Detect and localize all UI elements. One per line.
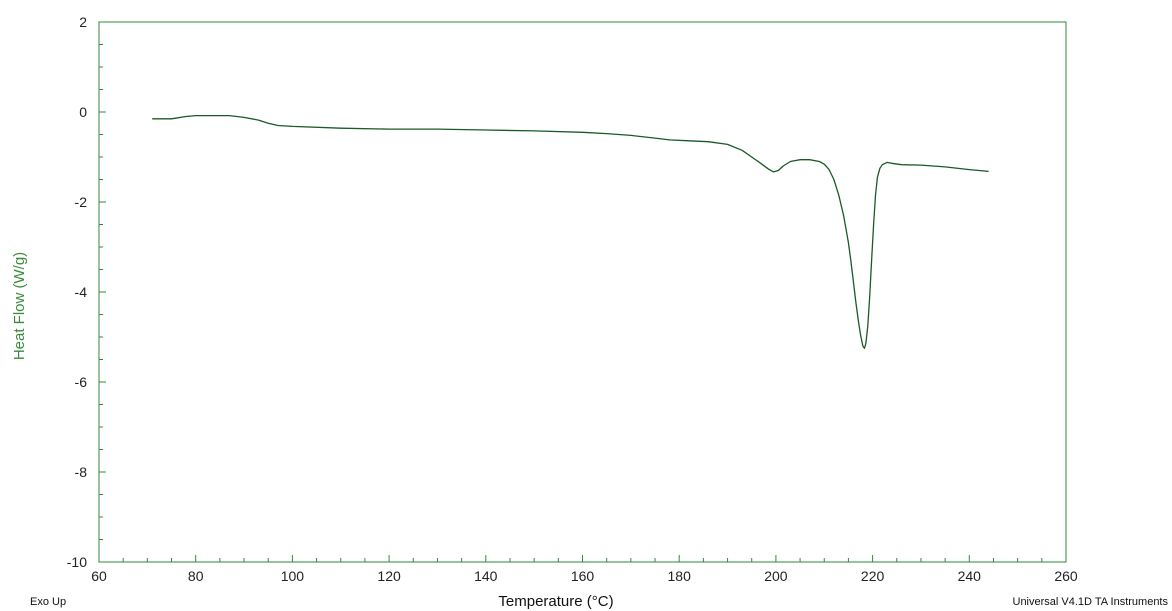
x-tick-label: 240 bbox=[958, 568, 982, 584]
y-tick-label: 0 bbox=[79, 104, 87, 120]
plot-frame bbox=[98, 21, 1067, 563]
x-tick-label: 220 bbox=[861, 568, 885, 584]
y-axis-ticks bbox=[99, 21, 106, 563]
y-tick-label: -4 bbox=[75, 284, 88, 300]
x-tick-label: 160 bbox=[571, 568, 595, 584]
y-tick-label: -10 bbox=[67, 554, 87, 570]
x-tick-label: 180 bbox=[668, 568, 692, 584]
heat-flow-curve bbox=[152, 114, 989, 349]
y-tick-label: 2 bbox=[79, 14, 87, 30]
x-axis-ticks bbox=[98, 555, 1067, 562]
y-axis-tick-labels: 2 0 -2 -4 -6 -8 -10 bbox=[67, 14, 87, 570]
exo-up-label: Exo Up bbox=[30, 596, 66, 608]
x-tick-label: 60 bbox=[91, 568, 107, 584]
x-tick-label: 200 bbox=[764, 568, 788, 584]
x-axis-title: Temperature (°C) bbox=[498, 593, 613, 610]
x-axis-tick-labels: 60 80 100 120 140 160 180 200 220 240 260 bbox=[91, 568, 1078, 584]
y-tick-label: -8 bbox=[75, 464, 88, 480]
software-version-label: Universal V4.1D TA Instruments bbox=[1013, 596, 1169, 608]
x-tick-label: 120 bbox=[377, 568, 401, 584]
x-tick-label: 140 bbox=[474, 568, 498, 584]
x-tick-label: 100 bbox=[281, 568, 305, 584]
y-tick-label: -6 bbox=[75, 374, 88, 390]
x-tick-label: 80 bbox=[188, 568, 204, 584]
y-axis-title: Heat Flow (W/g) bbox=[11, 252, 28, 360]
y-tick-label: -2 bbox=[75, 194, 88, 210]
x-tick-label: 260 bbox=[1054, 568, 1078, 584]
